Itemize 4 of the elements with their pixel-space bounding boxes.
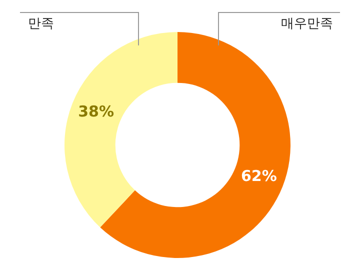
data-label: 62%	[240, 167, 277, 186]
data-label: 38%	[78, 102, 114, 121]
slice-label: 만족	[28, 16, 54, 32]
slice-label: 매우만족	[281, 16, 333, 32]
